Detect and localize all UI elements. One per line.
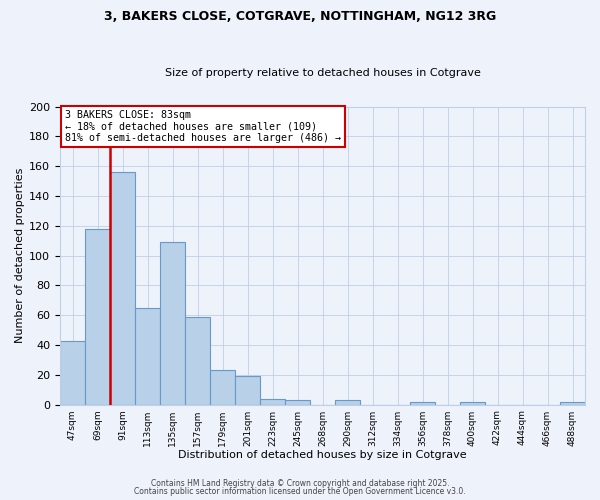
Text: 3, BAKERS CLOSE, COTGRAVE, NOTTINGHAM, NG12 3RG: 3, BAKERS CLOSE, COTGRAVE, NOTTINGHAM, N… bbox=[104, 10, 496, 23]
X-axis label: Distribution of detached houses by size in Cotgrave: Distribution of detached houses by size … bbox=[178, 450, 467, 460]
Bar bbox=[460, 402, 485, 404]
Bar bbox=[185, 316, 210, 404]
Title: Size of property relative to detached houses in Cotgrave: Size of property relative to detached ho… bbox=[164, 68, 481, 78]
Text: Contains HM Land Registry data © Crown copyright and database right 2025.: Contains HM Land Registry data © Crown c… bbox=[151, 478, 449, 488]
Text: Contains public sector information licensed under the Open Government Licence v3: Contains public sector information licen… bbox=[134, 487, 466, 496]
Bar bbox=[110, 172, 135, 404]
Bar bbox=[410, 402, 435, 404]
Bar bbox=[560, 402, 585, 404]
Bar bbox=[260, 398, 285, 404]
Text: 3 BAKERS CLOSE: 83sqm
← 18% of detached houses are smaller (109)
81% of semi-det: 3 BAKERS CLOSE: 83sqm ← 18% of detached … bbox=[65, 110, 341, 142]
Bar bbox=[85, 229, 110, 404]
Bar bbox=[285, 400, 310, 404]
Bar bbox=[335, 400, 360, 404]
Bar bbox=[60, 340, 85, 404]
Y-axis label: Number of detached properties: Number of detached properties bbox=[15, 168, 25, 344]
Bar bbox=[210, 370, 235, 404]
Bar bbox=[160, 242, 185, 404]
Bar bbox=[235, 376, 260, 404]
Bar bbox=[135, 308, 160, 404]
